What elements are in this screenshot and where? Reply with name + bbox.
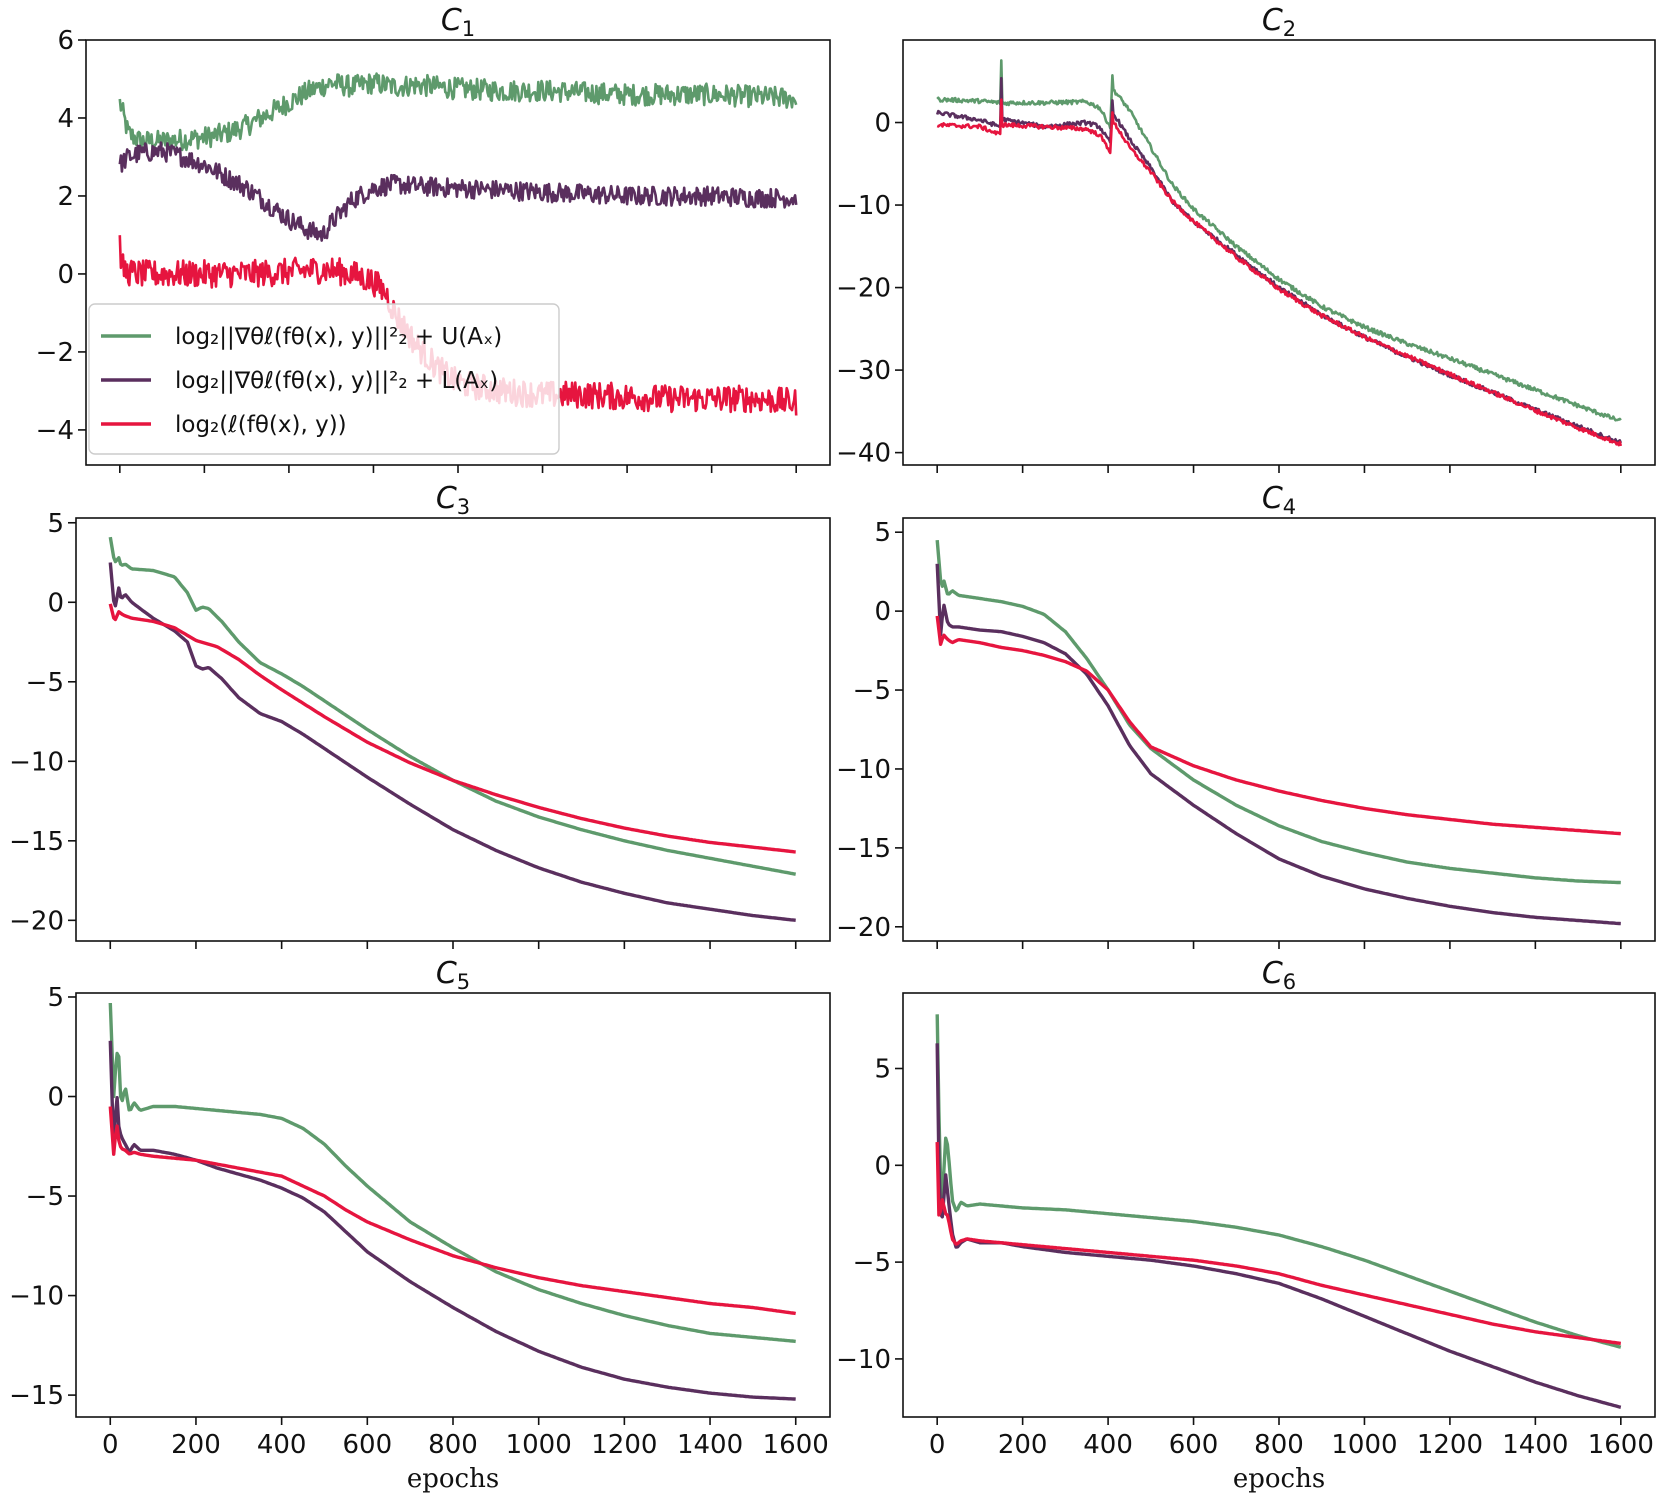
series-line-loss	[935, 1142, 1621, 1346]
x-tick-label: 800	[428, 1430, 478, 1460]
y-tick-label: −10	[9, 1282, 64, 1312]
series-line-lower	[935, 76, 1623, 445]
y-tick-label: −10	[9, 747, 64, 777]
y-tick-label: 5	[874, 518, 891, 548]
y-tick-label: 5	[47, 983, 64, 1013]
series-line-upper	[936, 59, 1622, 422]
y-tick-label: 0	[57, 260, 74, 290]
legend: log₂||∇θℓ(fθ(x), y)||²₂ + U(Aₓ) log₂||∇θℓ…	[88, 303, 560, 455]
y-tick-label: 2	[57, 182, 74, 212]
series-line-lower	[935, 563, 1621, 926]
y-tick-label: 4	[57, 104, 74, 134]
panel-title: C6	[1262, 956, 1296, 994]
y-tick-label: −10	[836, 755, 891, 785]
panel-c1: −4 −2 0 2 4 6 C1	[36, 3, 831, 473]
panel-title-subscript: 6	[1283, 970, 1296, 994]
series-line-loss	[108, 1106, 796, 1316]
y-tick-label: −5	[26, 1182, 64, 1212]
x-tick-label: 200	[171, 1430, 221, 1460]
x-tick-label: 600	[1169, 1430, 1219, 1460]
y-tick-label: −5	[853, 676, 891, 706]
y-tick-label: −15	[836, 834, 891, 864]
y-tick-label: −20	[836, 913, 891, 943]
legend-label-upper: log₂||∇θℓ(fθ(x), y)||²₂ + U(Aₓ)	[175, 324, 502, 350]
series-line-upper	[935, 539, 1621, 885]
x-axis-label: epochs	[407, 1464, 499, 1494]
series-line-lower	[108, 1040, 796, 1401]
y-tick-label: 0	[874, 597, 891, 627]
x-tick-label: 1600	[763, 1430, 829, 1460]
x-tick-label: 1400	[677, 1430, 743, 1460]
series-line-loss	[936, 98, 1623, 447]
panel-c2: −40 −30 −20 −10 0 C2	[836, 3, 1656, 473]
axes-frame	[75, 992, 831, 1418]
x-tick-label: 1200	[1417, 1430, 1483, 1460]
panel-title-subscript: 1	[462, 17, 475, 41]
y-tick-label: 0	[874, 109, 891, 139]
series-line-loss	[108, 603, 796, 854]
y-tick-label: −10	[836, 191, 891, 221]
panel-title: C5	[436, 956, 470, 994]
x-axis-label: epochs	[1233, 1464, 1325, 1494]
x-tick-label: 600	[342, 1430, 392, 1460]
panel-c4: −20 −15 −10 −5 0 5 C4	[836, 481, 1656, 949]
panel-c6: −10 −5 0 5 0 200 400 600 800 1000 1200 1400 1600 C6 ep…	[836, 956, 1656, 1494]
series-line-lower	[935, 1043, 1622, 1409]
panel-title: C2	[1262, 3, 1296, 41]
series-line-upper	[935, 1014, 1622, 1349]
x-tick-label: 400	[1083, 1430, 1133, 1460]
panel-title: C1	[441, 3, 475, 41]
y-tick-label: −20	[836, 274, 891, 304]
series-line-upper	[108, 1002, 796, 1344]
x-tick-label: 800	[1254, 1430, 1304, 1460]
x-tick-label: 1000	[506, 1430, 572, 1460]
y-tick-label: 0	[874, 1151, 891, 1181]
y-tick-label: −30	[836, 356, 891, 386]
legend-label-lower: log₂||∇θℓ(fθ(x), y)||²₂ + L(Aₓ)	[175, 368, 498, 394]
y-tick-label: −40	[836, 439, 891, 469]
panel-title-subscript: 3	[457, 495, 470, 519]
y-tick-label: −20	[9, 906, 64, 936]
y-tick-label: −4	[36, 416, 74, 446]
y-tick-label: 0	[47, 1083, 64, 1113]
panel-c5: −15 −10 −5 0 5 0 200 400 600 800 1000 1200 1400 1600 C…	[9, 956, 831, 1494]
y-tick-label: 5	[47, 509, 64, 539]
series-line-lower	[108, 562, 796, 922]
legend-label-loss: log₂(ℓ(fθ(x), y))	[175, 412, 347, 438]
x-tick-label: 400	[257, 1430, 307, 1460]
y-tick-label: −5	[853, 1248, 891, 1278]
axes-frame	[75, 517, 831, 942]
y-tick-label: 6	[57, 26, 74, 56]
x-tick-label: 0	[929, 1430, 946, 1460]
panel-title-subscript: 4	[1283, 495, 1296, 519]
series-line-upper	[118, 72, 798, 152]
y-tick-label: −5	[26, 668, 64, 698]
y-tick-label: 0	[47, 588, 64, 618]
panel-title: C4	[1262, 481, 1296, 519]
x-tick-label: 1600	[1588, 1430, 1654, 1460]
axes-frame	[902, 992, 1656, 1418]
panel-title-subscript: 5	[457, 970, 470, 994]
legend-box	[88, 303, 560, 455]
x-tick-label: 1400	[1502, 1430, 1568, 1460]
y-tick-label: −15	[9, 827, 64, 857]
series-line-lower	[118, 141, 798, 242]
y-tick-label: −2	[36, 338, 74, 368]
panel-title-subscript: 2	[1283, 17, 1296, 41]
x-tick-label: 200	[998, 1430, 1048, 1460]
y-tick-label: −15	[9, 1381, 64, 1411]
panel-c3: −20 −15 −10 −5 0 5 C3	[9, 481, 831, 949]
panel-title: C3	[436, 481, 470, 519]
x-tick-label: 1200	[591, 1430, 657, 1460]
y-tick-label: 5	[874, 1055, 891, 1085]
y-tick-label: −10	[836, 1345, 891, 1375]
x-tick-label: 0	[102, 1430, 119, 1460]
series-line-upper	[108, 536, 796, 876]
x-tick-label: 1000	[1331, 1430, 1397, 1460]
series-line-loss	[935, 615, 1621, 836]
